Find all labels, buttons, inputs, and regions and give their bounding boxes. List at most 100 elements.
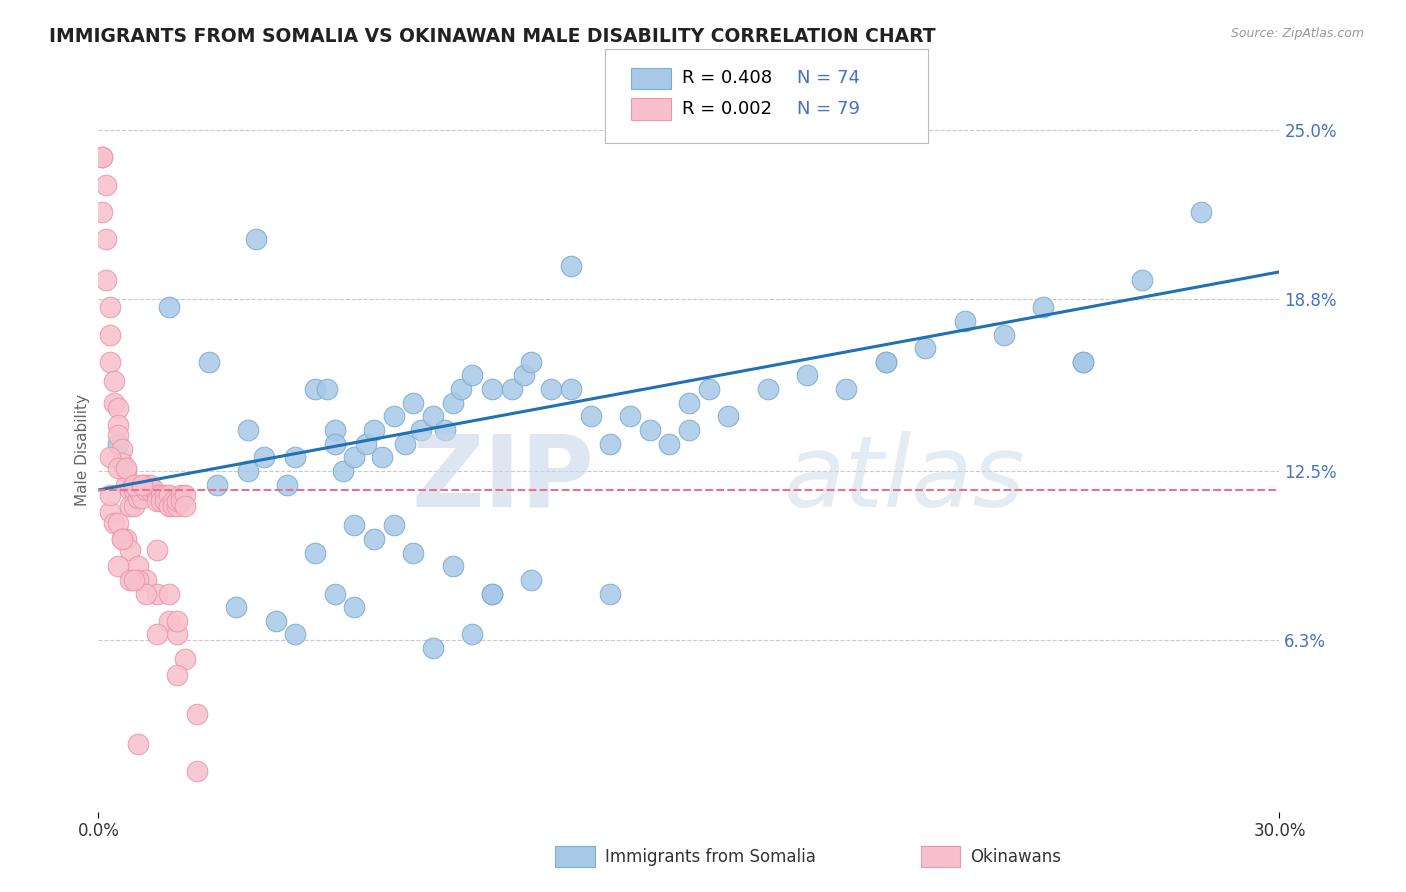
Point xyxy=(382,409,405,424)
Point xyxy=(450,382,472,396)
Point xyxy=(540,382,562,396)
Point xyxy=(166,494,188,508)
Point xyxy=(520,573,543,587)
Text: Immigrants from Somalia: Immigrants from Somalia xyxy=(605,848,815,866)
Point xyxy=(245,232,267,246)
Point xyxy=(157,500,180,514)
Point xyxy=(157,586,180,600)
Point xyxy=(146,627,169,641)
Point xyxy=(835,382,858,396)
Point xyxy=(107,559,129,574)
Point xyxy=(186,764,208,778)
Point xyxy=(98,327,121,342)
Point xyxy=(107,516,129,530)
Point xyxy=(118,483,141,497)
Point xyxy=(107,428,129,442)
Point xyxy=(170,488,193,502)
Point xyxy=(638,423,661,437)
Point xyxy=(953,314,976,328)
Point xyxy=(174,488,197,502)
Point xyxy=(315,382,337,396)
Point xyxy=(107,401,129,416)
Point xyxy=(122,477,145,491)
Point xyxy=(433,423,456,437)
Point xyxy=(284,627,307,641)
Point xyxy=(225,600,247,615)
Point xyxy=(107,417,129,432)
Point xyxy=(146,586,169,600)
Point xyxy=(150,488,173,502)
Point xyxy=(135,477,157,491)
Point xyxy=(166,500,188,514)
Point xyxy=(619,409,641,424)
Point xyxy=(323,436,346,450)
Point xyxy=(236,464,259,478)
Text: N = 79: N = 79 xyxy=(797,100,860,118)
Point xyxy=(276,477,298,491)
Point xyxy=(382,518,405,533)
Point xyxy=(118,500,141,514)
Point xyxy=(107,461,129,475)
Point xyxy=(678,396,700,410)
Point xyxy=(96,232,118,246)
Point xyxy=(756,382,779,396)
Point xyxy=(155,488,177,502)
Point xyxy=(658,436,681,450)
Text: R = 0.408: R = 0.408 xyxy=(682,70,772,87)
Point xyxy=(402,396,425,410)
Point xyxy=(166,614,188,628)
Point xyxy=(481,586,503,600)
Point xyxy=(875,355,897,369)
Point xyxy=(118,573,141,587)
Point xyxy=(127,559,149,574)
Point xyxy=(115,477,138,491)
Point xyxy=(150,494,173,508)
Point xyxy=(332,464,354,478)
Point xyxy=(103,374,125,388)
Point xyxy=(91,150,114,164)
Point xyxy=(371,450,394,465)
Point xyxy=(103,516,125,530)
Point xyxy=(111,532,134,546)
Text: N = 74: N = 74 xyxy=(797,70,860,87)
Point xyxy=(111,456,134,470)
Point xyxy=(501,382,523,396)
Point xyxy=(91,205,114,219)
Point xyxy=(162,494,184,508)
Point xyxy=(236,423,259,437)
Text: Source: ZipAtlas.com: Source: ZipAtlas.com xyxy=(1230,27,1364,40)
Point xyxy=(363,423,385,437)
Point xyxy=(122,483,145,497)
Point xyxy=(717,409,740,424)
Point xyxy=(1071,355,1094,369)
Point xyxy=(170,494,193,508)
Point xyxy=(96,273,118,287)
Point xyxy=(142,483,165,497)
Point xyxy=(343,518,366,533)
Point xyxy=(98,355,121,369)
Point xyxy=(131,477,153,491)
Point xyxy=(98,301,121,315)
Point xyxy=(135,573,157,587)
Point xyxy=(697,382,720,396)
Point xyxy=(422,641,444,656)
Point xyxy=(197,355,219,369)
Text: atlas: atlas xyxy=(783,431,1025,528)
Point xyxy=(461,627,484,641)
Point xyxy=(579,409,602,424)
Point xyxy=(875,355,897,369)
Point xyxy=(146,494,169,508)
Point xyxy=(343,600,366,615)
Point xyxy=(174,652,197,666)
Point xyxy=(678,423,700,437)
Point xyxy=(138,477,160,491)
Point xyxy=(135,483,157,497)
Y-axis label: Male Disability: Male Disability xyxy=(75,394,90,507)
Point xyxy=(131,491,153,505)
Point xyxy=(402,546,425,560)
Point xyxy=(284,450,307,465)
Point xyxy=(264,614,287,628)
Point xyxy=(98,450,121,465)
Point xyxy=(96,178,118,192)
Point xyxy=(127,491,149,505)
